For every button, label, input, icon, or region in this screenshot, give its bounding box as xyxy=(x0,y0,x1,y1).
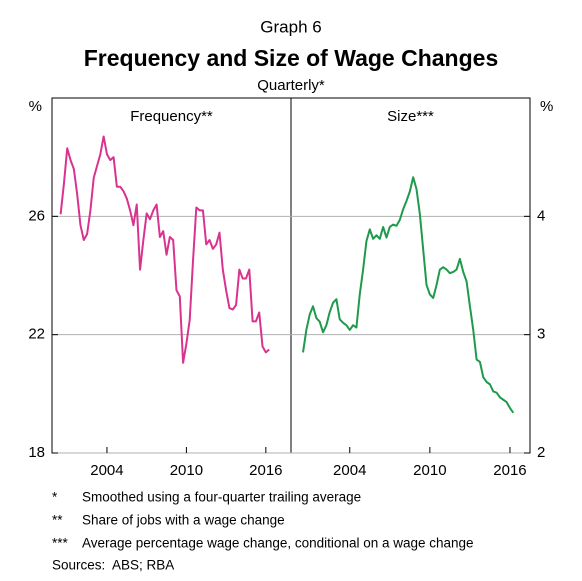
data-line xyxy=(302,176,515,414)
panel-title: Frequency** xyxy=(130,108,213,125)
y-tick-label: 26 xyxy=(28,207,45,224)
sources-label: Sources: xyxy=(52,558,105,573)
y-axis-unit: % xyxy=(29,98,42,115)
sources-text: ABS; RBA xyxy=(112,558,174,573)
y-tick-label: 3 xyxy=(537,326,545,343)
data-line xyxy=(59,135,270,364)
chart-subtitle: Quarterly* xyxy=(257,77,325,94)
x-tick-label: 2010 xyxy=(413,462,446,479)
y-tick-label: 2 xyxy=(537,444,545,461)
note-text: Smoothed using a four-quarter trailing a… xyxy=(82,490,361,505)
note-symbol: ** xyxy=(52,513,63,528)
note-text: Share of jobs with a wage change xyxy=(82,513,285,528)
y-tick-label: 4 xyxy=(537,207,545,224)
panel-title: Size*** xyxy=(387,108,434,125)
note-text: Average percentage wage change, conditio… xyxy=(82,536,474,551)
x-tick-label: 2016 xyxy=(493,462,526,479)
graph-number: Graph 6 xyxy=(260,17,321,36)
x-tick-label: 2010 xyxy=(170,462,203,479)
y-tick-label: 22 xyxy=(28,326,45,343)
chart-title: Frequency and Size of Wage Changes xyxy=(84,45,499,71)
note-symbol: * xyxy=(52,490,58,505)
x-tick-label: 2016 xyxy=(249,462,282,479)
y-axis-unit: % xyxy=(540,98,553,115)
y-tick-label: 18 xyxy=(28,444,45,461)
x-tick-label: 2004 xyxy=(90,462,123,479)
x-tick-label: 2004 xyxy=(333,462,366,479)
note-symbol: *** xyxy=(52,536,69,551)
